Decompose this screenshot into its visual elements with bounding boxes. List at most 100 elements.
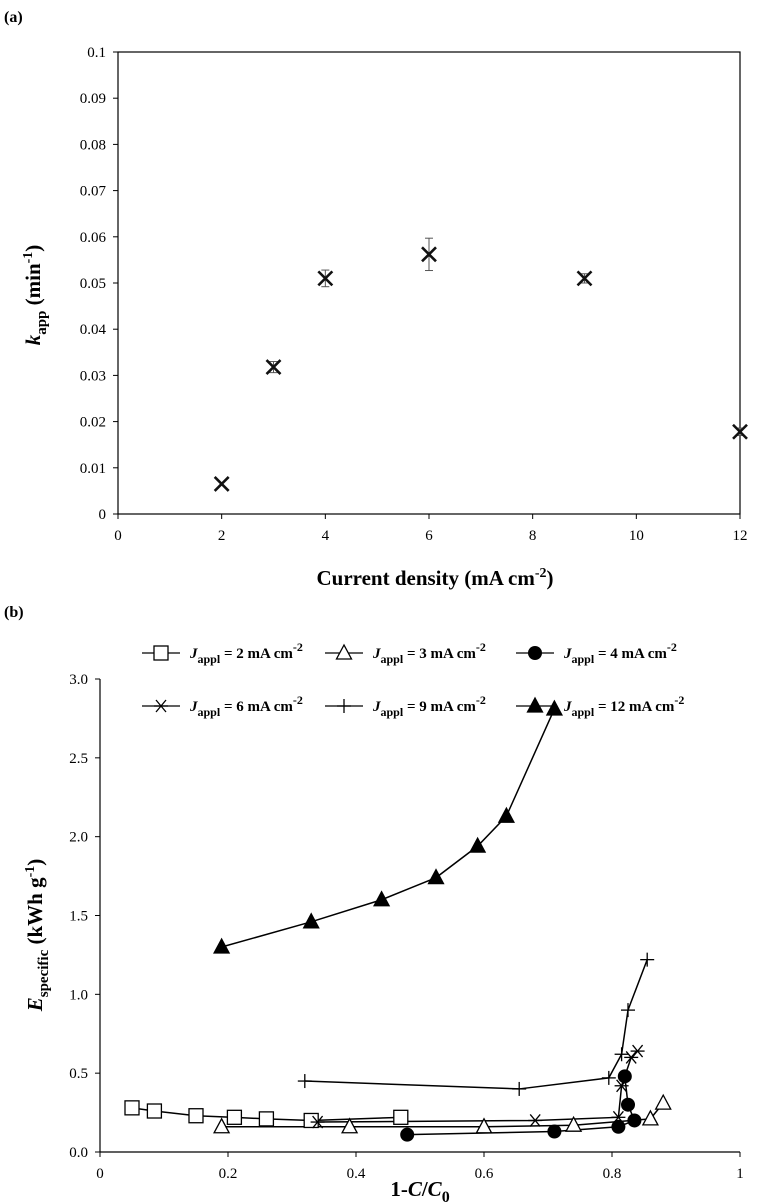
legend-label-j: J	[372, 646, 381, 662]
marker-circle-filled	[617, 1069, 632, 1084]
marker-plus	[614, 1047, 629, 1062]
marker-square-open	[146, 1103, 163, 1119]
triangle-marker	[497, 806, 515, 823]
y-tick-label: 0.06	[80, 230, 107, 246]
series-line	[221, 1102, 664, 1128]
x-tick-label: 0	[96, 1166, 104, 1182]
triangle-marker	[341, 1117, 359, 1134]
legend-label-sup: -2	[674, 693, 684, 707]
x-marker	[732, 423, 748, 440]
x-tick-label: 8	[529, 528, 537, 544]
legend-label: Jappl = 3 mA cm-2	[372, 640, 486, 666]
panel-a-y-ticks: 0 0.01 0.02 0.03 0.04 0.05 0.06 0.07 0.08 0.09 0.1	[80, 45, 118, 523]
marker-plus	[512, 1081, 527, 1096]
panel-b-y-axis-label: Especific (kWh g-1)	[23, 859, 52, 1013]
marker-circle-filled	[611, 1119, 626, 1134]
asterisk-stroke	[625, 1050, 637, 1064]
data-point	[421, 237, 437, 272]
square-marker	[124, 1100, 140, 1116]
marker-triangle-filled	[526, 696, 544, 713]
triangle-marker	[213, 937, 231, 954]
y-tick-label: 0.05	[80, 276, 106, 292]
marker-plus	[297, 1074, 312, 1089]
x-tick-label: 0.6	[475, 1166, 494, 1182]
triangle-marker	[565, 1115, 583, 1132]
panel-a-y-axis-label: kapp (min-1)	[21, 245, 50, 346]
triangle-marker	[302, 912, 320, 929]
square-marker	[226, 1109, 243, 1125]
asterisk-stroke	[312, 1115, 324, 1129]
triangle-marker	[641, 1109, 659, 1126]
data-point	[213, 476, 230, 492]
triangle-marker	[213, 1117, 231, 1134]
legend-label-sub: appl	[198, 652, 221, 666]
legend-item: Jappl = 12 mA cm-2	[516, 693, 684, 719]
square-marker	[258, 1111, 275, 1127]
legend-item: Jappl = 4 mA cm-2	[516, 640, 677, 666]
marker-asterisk	[630, 1044, 645, 1058]
triangle-marker	[469, 836, 487, 853]
marker-triangle-open	[335, 643, 353, 660]
panel-a-x-axis-label: Current density (mA cm-2)	[316, 566, 553, 590]
marker-triangle-open	[213, 1117, 231, 1134]
marker-triangle-open	[565, 1115, 583, 1132]
legend-label-sub: appl	[572, 652, 595, 666]
panel-a-x-ticks: 0 2 4 6 8 10 12	[114, 514, 748, 544]
legend-item: Jappl = 2 mA cm-2	[142, 640, 303, 666]
legend-label-j: J	[189, 699, 198, 715]
marker-plus	[640, 952, 655, 967]
marker-square-open	[258, 1111, 275, 1127]
marker-plus	[621, 1003, 635, 1018]
legend-label-sub: appl	[381, 652, 404, 666]
x-marker	[213, 476, 230, 492]
marker-triangle-filled	[469, 836, 487, 853]
legend-label-rest: = 6 mA cm	[220, 699, 293, 715]
marker-square-open	[188, 1108, 204, 1124]
marker-circle-filled	[627, 1113, 642, 1128]
x-tick-label: 0.4	[347, 1166, 366, 1182]
legend-label-rest: = 2 mA cm	[220, 646, 293, 662]
y-tick-label: 0.0	[69, 1145, 88, 1161]
circle-marker	[528, 646, 542, 660]
panel-b-legend: Jappl = 2 mA cm-2 Jappl = 3 mA cm-2 Jappl …	[142, 640, 684, 719]
asterisk-stroke	[632, 1044, 644, 1058]
marker-triangle-filled	[373, 890, 391, 907]
panel-a-label: (a)	[4, 9, 23, 26]
data-point	[317, 269, 334, 288]
marker-circle-filled	[547, 1124, 562, 1139]
legend-label: Jappl = 4 mA cm-2	[563, 640, 677, 666]
legend-label-sub: appl	[572, 705, 595, 719]
data-point	[576, 270, 593, 287]
circle-marker	[547, 1124, 562, 1139]
legend-label: Jappl = 12 mA cm-2	[563, 693, 684, 719]
legend-label-rest: = 4 mA cm	[594, 646, 667, 662]
legend-label-j: J	[563, 646, 572, 662]
panel-b-y-ticks: 0.0 0.5 1.0 1.5 2.0 2.5 3.0	[69, 672, 100, 1161]
marker-plus	[337, 699, 351, 713]
y-tick-label: 1.0	[69, 987, 88, 1003]
legend-label-sub: appl	[198, 705, 221, 719]
x-tick-label: 0.8	[603, 1166, 622, 1182]
legend-label-j: J	[189, 646, 198, 662]
marker-asterisk	[154, 699, 168, 713]
marker-circle-filled	[621, 1097, 635, 1112]
legend-label-rest: = 9 mA cm	[403, 699, 476, 715]
square-marker	[393, 1109, 409, 1125]
legend-label-sup: -2	[476, 640, 486, 654]
legend-label-sub: appl	[381, 705, 404, 719]
triangle-marker	[335, 643, 353, 660]
circle-marker	[400, 1127, 415, 1142]
x-tick-label: 10	[629, 528, 644, 544]
legend-label: Jappl = 2 mA cm-2	[189, 640, 303, 666]
square-marker	[153, 645, 169, 661]
legend-label-j: J	[372, 699, 381, 715]
marker-square-open	[226, 1109, 243, 1125]
triangle-marker	[545, 699, 563, 716]
legend-label: Jappl = 6 mA cm-2	[189, 693, 303, 719]
y-tick-label: 0.08	[80, 137, 106, 153]
legend-label-rest: = 3 mA cm	[403, 646, 476, 662]
x-tick-label: 12	[733, 528, 748, 544]
data-point	[732, 423, 748, 440]
y-tick-label: 0.09	[80, 91, 106, 107]
